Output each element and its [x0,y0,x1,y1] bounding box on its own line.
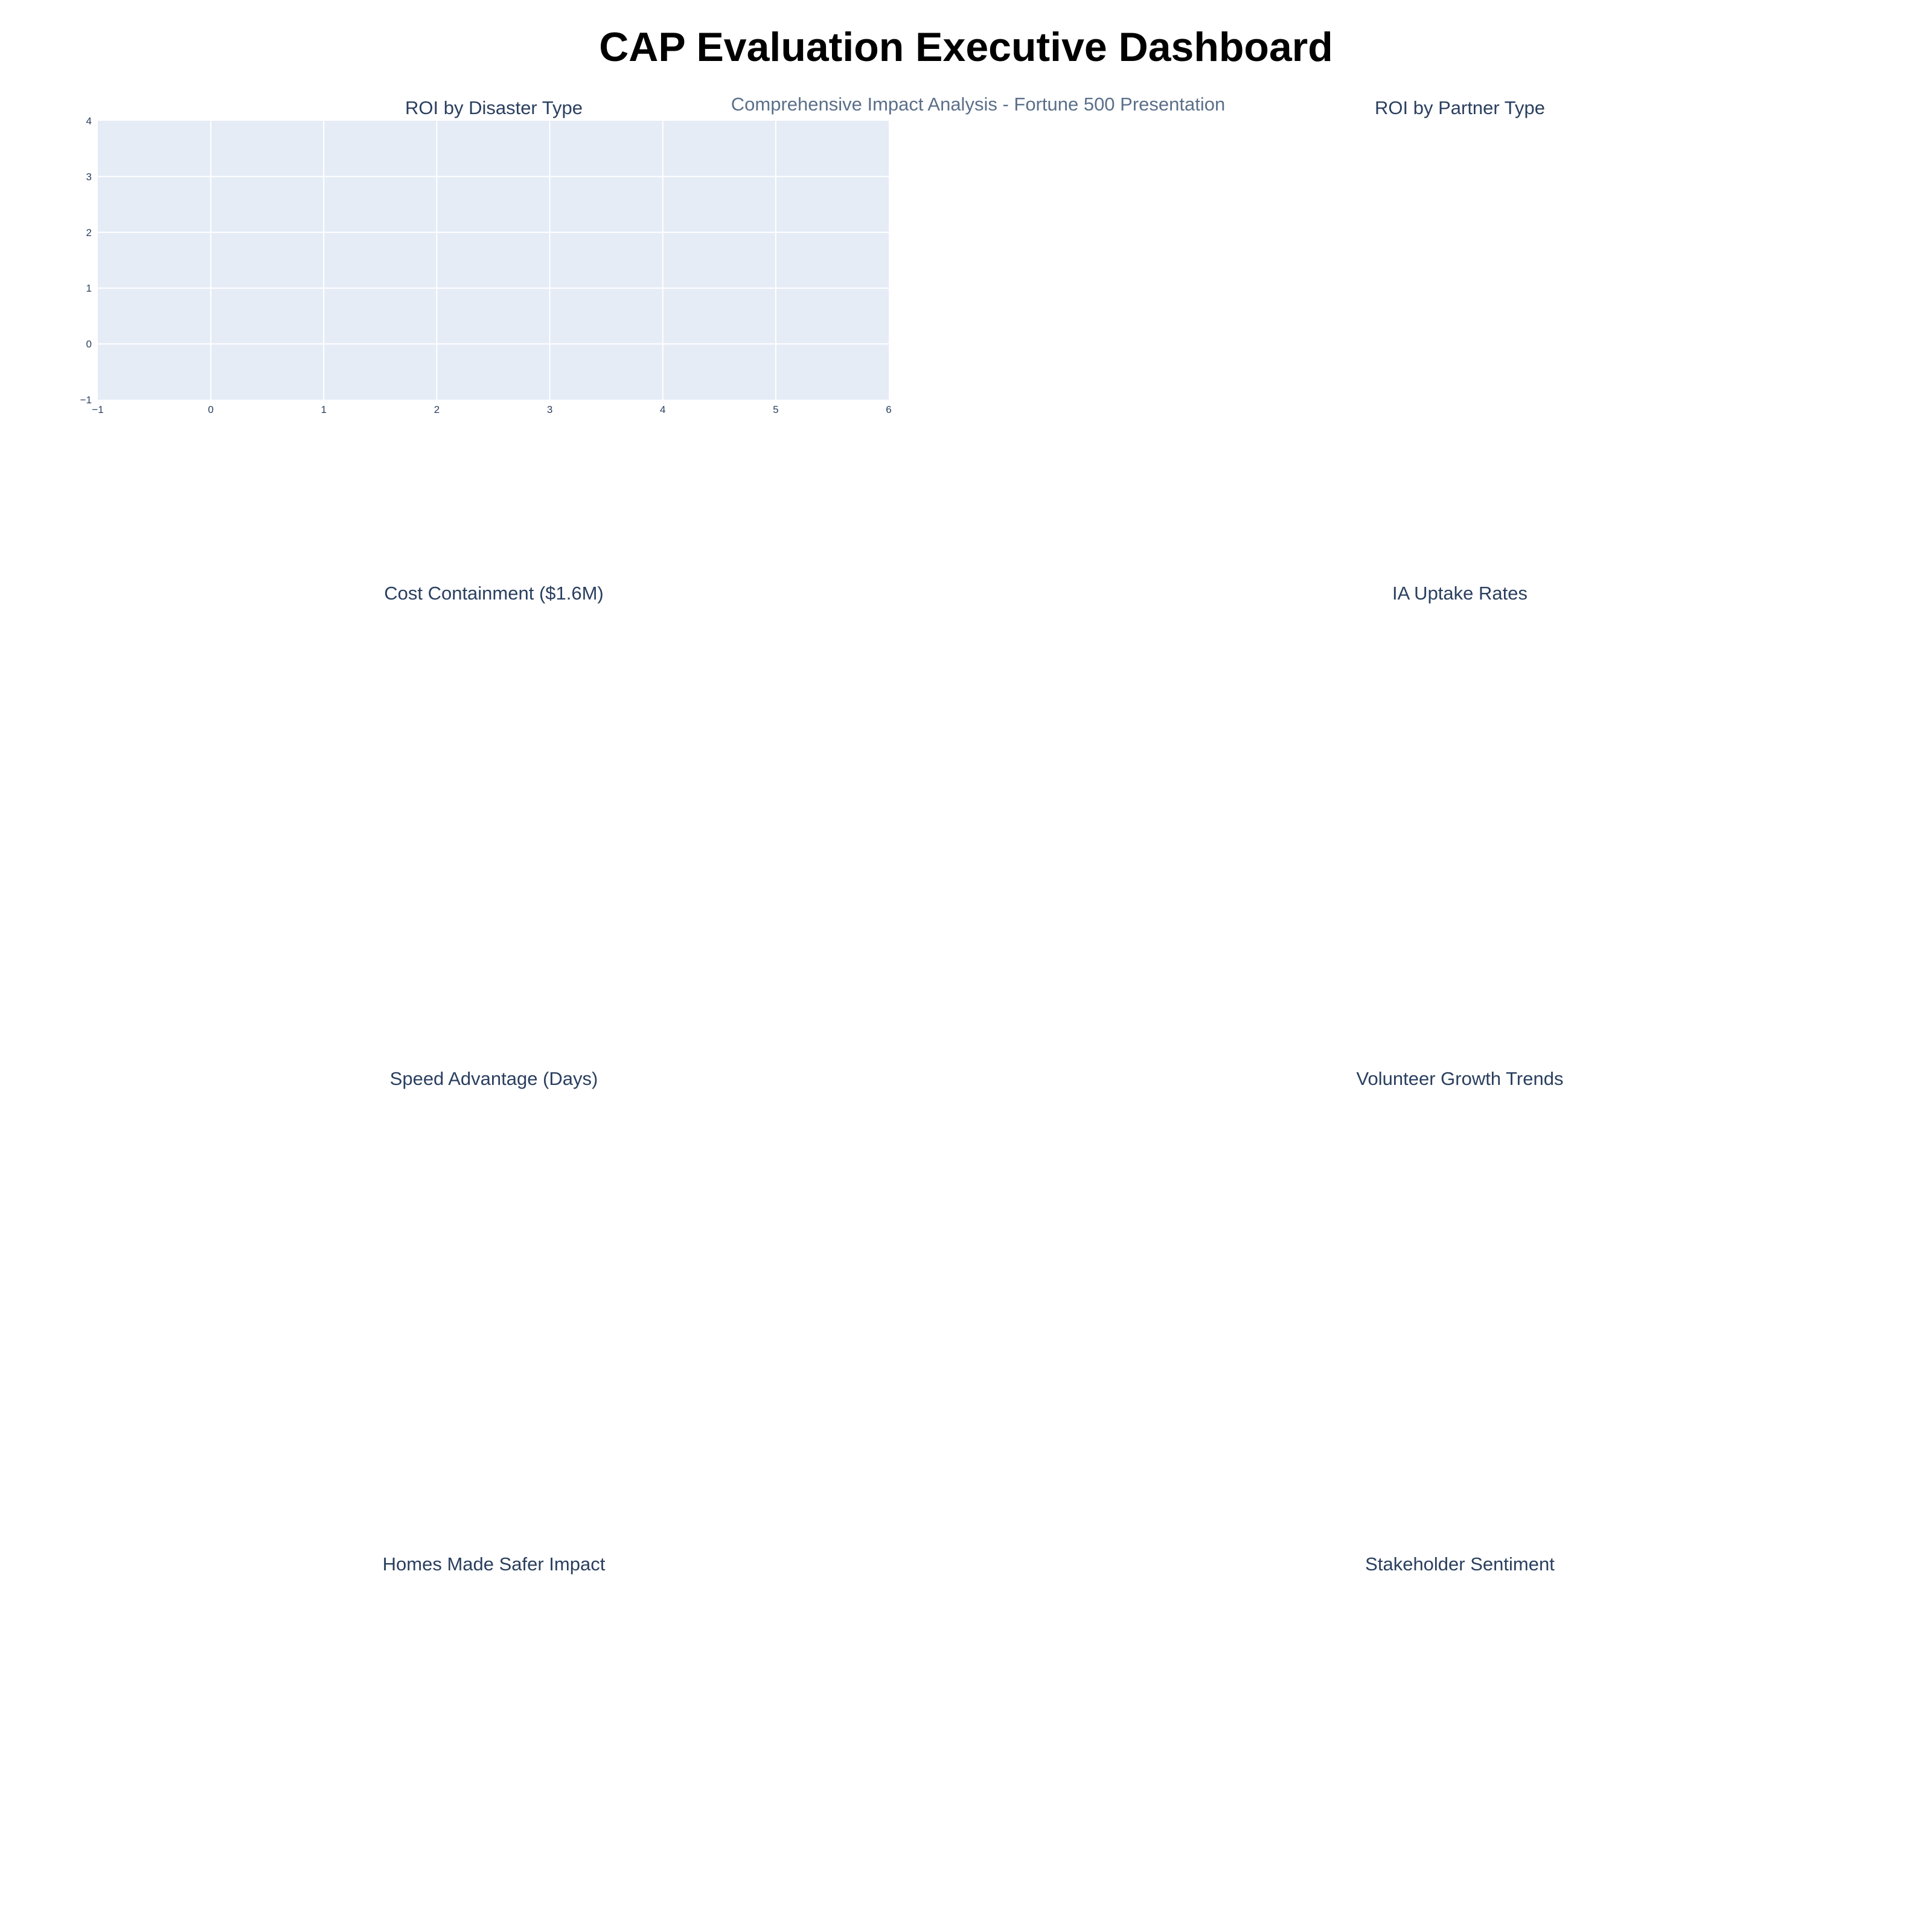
panel-title-stakeholder-sentiment: Stakeholder Sentiment [1365,1553,1555,1575]
panel-title-speed-advantage: Speed Advantage (Days) [389,1068,598,1089]
x-tick-label: 0 [208,404,213,415]
dashboard-title: CAP Evaluation Executive Dashboard [599,24,1333,70]
panel-title-homes-safer: Homes Made Safer Impact [382,1553,606,1575]
panel-title-roi-disaster: ROI by Disaster Type [405,97,583,118]
x-tick-label: 5 [773,404,778,415]
x-tick-label: 4 [660,404,665,415]
panel-title-cost-containment: Cost Containment ($1.6M) [384,583,604,604]
x-tick-label: 3 [547,404,552,415]
plot-background [98,121,889,400]
y-tick-label: 4 [86,115,92,127]
y-tick-label: 0 [86,339,92,350]
dashboard-subtitle: Comprehensive Impact Analysis - Fortune … [731,94,1226,115]
x-tick-label: 6 [886,404,891,415]
x-tick-label: 1 [321,404,327,415]
y-tick-label: 2 [86,227,92,238]
y-tick-label: 1 [86,283,92,294]
panel-title-ia-uptake: IA Uptake Rates [1392,583,1527,604]
x-tick-label: −1 [92,404,103,415]
x-tick-label: 2 [434,404,440,415]
roi-disaster-plot: −1 0 1 2 3 4 5 6 −1 0 1 2 3 4 [80,115,892,415]
panel-title-roi-partner: ROI by Partner Type [1375,97,1545,118]
y-tick-label: −1 [80,394,92,406]
y-tick-label: 3 [86,171,92,182]
panel-title-volunteer-growth: Volunteer Growth Trends [1356,1068,1564,1089]
